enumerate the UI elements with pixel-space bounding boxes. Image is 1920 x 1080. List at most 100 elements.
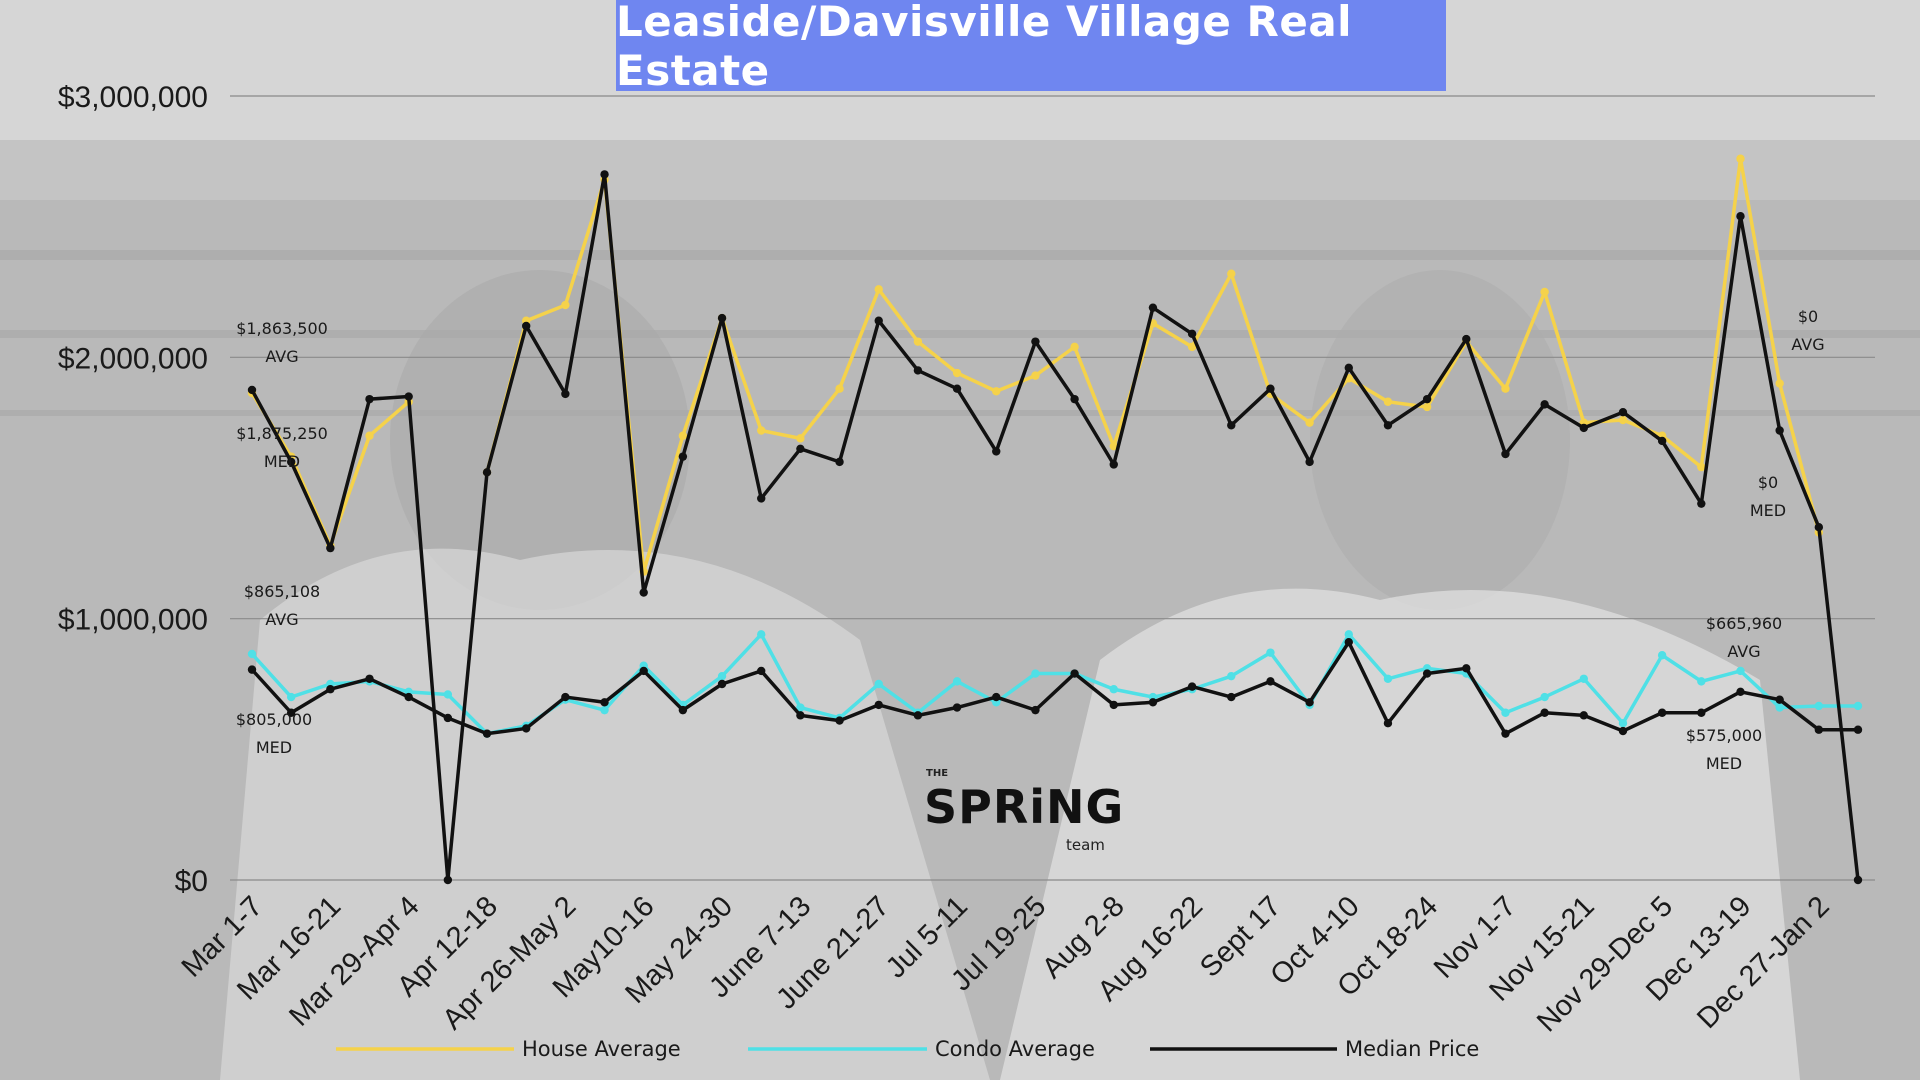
data-point xyxy=(717,679,727,689)
annotation-value: $575,000 xyxy=(1686,726,1762,745)
data-point xyxy=(365,431,374,440)
annotation-value: $0 xyxy=(1758,473,1778,492)
data-point xyxy=(992,447,1001,456)
data-point xyxy=(1579,423,1589,433)
data-point xyxy=(600,170,609,179)
data-point xyxy=(835,716,844,725)
data-point xyxy=(1109,460,1118,469)
data-point xyxy=(1540,708,1549,717)
data-point xyxy=(1618,408,1628,417)
data-point xyxy=(247,665,257,674)
spring-team-logo: THE SPRiNG team xyxy=(924,768,1124,858)
annotations: $1,863,500 AVG $1,875,250 MED $865,108 AVG $80… xyxy=(236,307,1825,773)
data-point xyxy=(326,543,335,553)
legend: House Average Condo Average Median Price xyxy=(336,1037,1479,1061)
data-point xyxy=(1383,421,1393,430)
data-point xyxy=(561,300,570,310)
data-point xyxy=(992,692,1001,702)
logo-main: SPRiNG xyxy=(924,780,1125,834)
data-point xyxy=(1462,334,1471,344)
data-point xyxy=(1775,695,1784,704)
data-point xyxy=(874,700,883,710)
data-point xyxy=(561,389,570,399)
annotation-label: MED xyxy=(256,738,292,757)
data-point xyxy=(1227,421,1236,430)
data-point xyxy=(1031,669,1040,678)
data-point xyxy=(247,649,257,659)
data-point xyxy=(1618,415,1628,425)
data-point xyxy=(835,384,844,393)
annotation-value: $1,863,500 xyxy=(236,319,328,338)
data-point xyxy=(1579,711,1589,720)
annotation-label: AVG xyxy=(265,610,298,629)
y-tick-label: $0 xyxy=(175,865,208,898)
data-point xyxy=(1462,664,1471,673)
page-title: Leaside/Davisville Village Real Estate xyxy=(616,0,1353,95)
data-point xyxy=(796,444,805,453)
data-point xyxy=(1697,677,1706,686)
data-point xyxy=(1501,449,1510,459)
data-point xyxy=(639,666,648,676)
data-point xyxy=(247,385,257,395)
data-point xyxy=(1070,342,1079,352)
data-point xyxy=(365,674,374,683)
series-line xyxy=(250,632,1858,736)
data-point xyxy=(678,452,688,461)
annotation-label: AVG xyxy=(1791,335,1824,354)
data-point xyxy=(796,434,805,443)
data-point xyxy=(796,711,805,720)
series-2 xyxy=(247,170,1863,885)
data-point xyxy=(1853,875,1863,885)
data-point xyxy=(443,690,453,699)
data-point xyxy=(1109,700,1118,710)
data-point xyxy=(1697,499,1706,508)
data-point xyxy=(1618,726,1628,736)
data-point xyxy=(1227,692,1236,702)
legend-label: Median Price xyxy=(1345,1037,1479,1061)
data-point xyxy=(1736,212,1745,221)
data-point xyxy=(992,387,1001,396)
data-point xyxy=(404,692,413,702)
data-point xyxy=(796,703,805,712)
series-1 xyxy=(247,630,1863,738)
data-point xyxy=(1227,269,1236,278)
data-point xyxy=(1775,703,1784,712)
data-point xyxy=(1148,303,1158,312)
data-point xyxy=(1383,674,1393,683)
data-point xyxy=(600,705,609,715)
data-point xyxy=(1383,719,1393,728)
data-point xyxy=(1187,329,1197,339)
data-point xyxy=(1070,394,1079,404)
data-point xyxy=(443,875,453,885)
legend-label: Condo Average xyxy=(935,1037,1095,1061)
data-point xyxy=(561,692,570,702)
data-point xyxy=(482,729,492,738)
data-point xyxy=(1540,692,1549,702)
data-point xyxy=(286,692,296,702)
data-point xyxy=(1305,457,1314,467)
data-point xyxy=(1148,698,1158,707)
data-point xyxy=(1383,397,1393,406)
data-point xyxy=(1853,725,1863,734)
annotation-value: $805,000 xyxy=(236,710,312,729)
data-point xyxy=(1540,400,1549,409)
annotation-label: MED xyxy=(1706,754,1742,773)
data-point xyxy=(1031,705,1040,715)
data-point xyxy=(1266,384,1275,393)
data-point xyxy=(1501,708,1510,717)
data-point xyxy=(757,426,766,435)
data-point xyxy=(1031,337,1040,346)
data-point xyxy=(286,708,296,717)
data-point xyxy=(835,457,844,467)
data-point xyxy=(1540,287,1549,297)
data-point xyxy=(1736,666,1745,676)
data-point xyxy=(952,368,962,378)
annotation-value: $865,108 xyxy=(244,582,320,601)
data-point xyxy=(1109,441,1118,451)
data-point xyxy=(952,677,962,686)
legend-label: House Average xyxy=(522,1037,681,1061)
data-point xyxy=(286,457,296,467)
series-3 xyxy=(247,637,1863,738)
data-point xyxy=(404,392,413,401)
